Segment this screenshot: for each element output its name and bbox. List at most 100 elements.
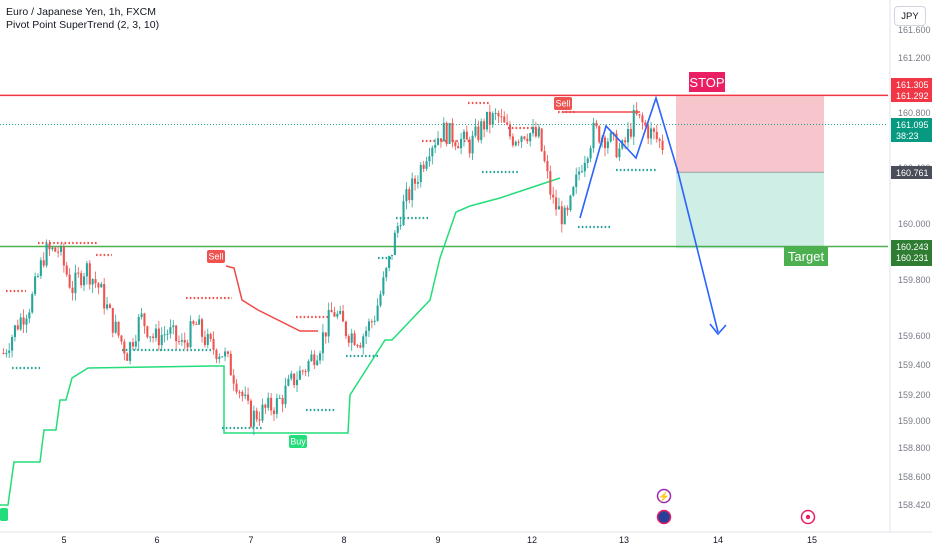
- candle-body: [638, 114, 641, 116]
- candle-body: [388, 256, 391, 268]
- candle-body: [267, 397, 270, 408]
- candle-body: [177, 341, 181, 343]
- candle-body: [172, 325, 175, 328]
- candle-body: [540, 128, 543, 152]
- candle-body: [91, 279, 94, 285]
- candle-body: [166, 333, 169, 335]
- candle-body: [319, 353, 322, 361]
- candle-body: [134, 341, 137, 347]
- y-tick-label: 161.200: [898, 53, 931, 63]
- candle-body: [126, 353, 129, 361]
- candle-body: [307, 361, 310, 372]
- candle-body: [247, 394, 250, 401]
- candle-body: [379, 294, 382, 306]
- candle-body: [203, 336, 206, 345]
- candle-body: [549, 171, 552, 195]
- candle-body: [425, 161, 428, 169]
- supertrend-down-line: [225, 265, 318, 332]
- candle-body: [218, 356, 221, 360]
- candle-body: [336, 313, 339, 317]
- candle-body: [201, 319, 204, 337]
- candle-body: [195, 323, 198, 325]
- candle-body: [54, 247, 57, 252]
- candle-body: [419, 164, 422, 183]
- candle-body: [85, 263, 88, 277]
- candle-body: [295, 379, 299, 386]
- candle-body: [48, 243, 51, 250]
- candle-body: [359, 345, 362, 348]
- currency-selector[interactable]: JPY: [894, 6, 926, 26]
- candle-body: [146, 326, 149, 338]
- x-tick-label: 8: [341, 535, 346, 545]
- lightning-icon-glyph: ⚡: [658, 490, 670, 503]
- candle-body: [370, 321, 373, 323]
- candle-body: [517, 141, 520, 143]
- y-tick-label: 159.800: [898, 275, 931, 285]
- x-tick-label: 15: [807, 535, 817, 545]
- candle-body: [143, 313, 146, 327]
- candle-body: [74, 272, 77, 294]
- candle-body: [327, 309, 330, 337]
- candle-body: [140, 313, 143, 318]
- candle-body: [281, 398, 284, 405]
- candle-body: [28, 312, 31, 319]
- candle-body: [180, 340, 183, 342]
- candle-body: [321, 332, 324, 354]
- candle-body: [431, 147, 434, 157]
- candle-body: [123, 341, 126, 354]
- candle-body: [97, 283, 100, 288]
- candle-body: [106, 304, 109, 309]
- candle-body: [275, 398, 278, 414]
- candle-body: [111, 308, 114, 333]
- candle-body: [42, 260, 45, 266]
- candle-body: [22, 317, 25, 325]
- candle-body: [13, 325, 16, 338]
- candle-body: [575, 174, 578, 187]
- candle-body: [635, 110, 638, 115]
- candle-body: [534, 127, 537, 137]
- candle-body: [59, 246, 63, 252]
- x-tick-label: 5: [61, 535, 66, 545]
- candle-body: [137, 317, 140, 342]
- x-tick-label: 12: [527, 535, 537, 545]
- sell-label-2-text: Sell: [555, 99, 570, 109]
- candle-body: [183, 340, 186, 343]
- candle-body: [258, 419, 261, 421]
- sell-label-1-text: Sell: [208, 252, 223, 262]
- candle-body: [62, 246, 65, 266]
- candle-body: [82, 276, 86, 286]
- y-tick-label: 161.600: [898, 25, 931, 35]
- candle-body: [120, 335, 123, 342]
- candle-body: [244, 394, 247, 397]
- candle-body: [413, 178, 417, 184]
- candle-body: [154, 328, 158, 338]
- candle-body: [629, 128, 632, 137]
- candle-body: [592, 122, 595, 149]
- candle-body: [238, 391, 241, 393]
- candle-body: [149, 336, 152, 338]
- candle-body: [226, 351, 229, 354]
- candle-body: [71, 287, 74, 294]
- candle-body: [19, 317, 22, 330]
- candle-body: [500, 116, 503, 118]
- candle-body: [618, 148, 621, 158]
- target-price-badge: [891, 240, 932, 266]
- candle-body: [241, 391, 244, 397]
- candle-body: [555, 197, 558, 210]
- candle-body: [606, 141, 609, 149]
- candle-body: [583, 162, 586, 172]
- candle-body: [488, 111, 491, 125]
- candle-body: [232, 375, 235, 384]
- candle-body: [365, 330, 368, 337]
- candle-body: [416, 182, 419, 184]
- candle-body: [514, 141, 517, 146]
- candle-body: [198, 319, 201, 325]
- candle-body: [65, 265, 68, 275]
- candle-body: [546, 161, 549, 172]
- stop-label-text: STOP: [689, 75, 724, 90]
- stop-label: [689, 72, 725, 92]
- candle-body: [661, 140, 664, 150]
- candle-body: [451, 122, 454, 143]
